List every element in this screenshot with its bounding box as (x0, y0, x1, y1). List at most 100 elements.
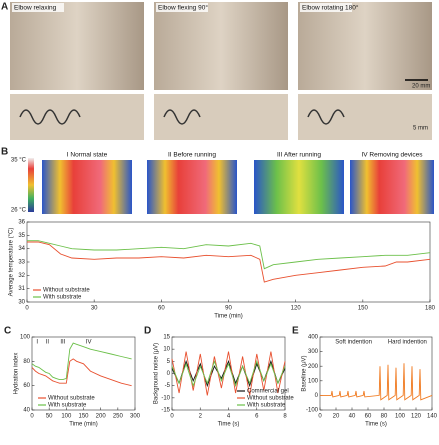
y-tick-label: 36 (18, 220, 25, 226)
panel-label: B (1, 147, 8, 158)
x-tick-label: 4 (227, 414, 231, 420)
x-tick-label: 150 (78, 414, 89, 420)
annotation: IV (86, 340, 92, 346)
legend-label: Without substrate (247, 396, 294, 402)
y-tick-label: 33 (18, 260, 25, 266)
y-tick-label: 400 (308, 335, 319, 341)
y-tick-label: 300 (308, 349, 319, 355)
y-tick-label: 80 (23, 359, 30, 365)
x-axis-label: Time (s) (365, 422, 387, 428)
y-tick-label: 200 (308, 364, 319, 370)
series-line (27, 241, 431, 283)
annotation: III (60, 340, 65, 346)
thermal-image (254, 160, 344, 214)
series-line (171, 359, 286, 388)
x-tick-label: 90 (225, 306, 232, 312)
y-tick-label: 40 (23, 408, 30, 414)
photo-label: Elbow relaxing (14, 5, 57, 12)
colorbar-label: 26 °C (11, 208, 27, 214)
x-axis-label: Time (s) (218, 422, 240, 428)
y-axis-label: Baseline (μV) (302, 355, 308, 391)
image-label: IV Removing devices (361, 152, 423, 159)
thermal-image (42, 160, 132, 214)
y-tick-label: 34 (18, 246, 25, 252)
photo-zoom (10, 94, 144, 140)
x-tick-label: 6 (255, 414, 259, 420)
photo-panel (10, 2, 434, 214)
x-tick-label: 100 (61, 414, 72, 420)
x-tick-label: 120 (291, 306, 302, 312)
photo-label: Elbow flexing 90° (158, 4, 208, 12)
y-tick-label: -100 (306, 408, 319, 414)
series-line (320, 363, 433, 401)
legend-label: With substrate (247, 403, 286, 409)
photo (298, 2, 432, 90)
scale-label: 5 mm (413, 126, 428, 132)
photo-zoom (298, 94, 432, 140)
y-tick-label: 10 (163, 347, 170, 353)
colorbar (28, 158, 34, 212)
thermal-image (350, 160, 434, 214)
y-tick-label: 15 (163, 335, 170, 341)
x-tick-label: 0 (318, 414, 322, 420)
y-tick-label: 60 (23, 383, 30, 389)
photo-zoom (154, 94, 288, 140)
y-tick-label: 5 (167, 359, 171, 365)
legend-label: Without substrate (43, 288, 90, 294)
x-tick-label: 0 (170, 414, 174, 420)
x-tick-label: 300 (130, 414, 141, 420)
y-tick-label: 32 (18, 273, 25, 279)
legend-label: Without substrate (48, 396, 95, 402)
y-tick-label: -15 (161, 408, 170, 414)
panel-label: C (4, 326, 11, 337)
y-tick-label: 100 (308, 378, 319, 384)
x-tick-label: 20 (333, 414, 340, 420)
x-tick-label: 30 (91, 306, 98, 312)
thermal-image (147, 160, 237, 214)
image-label: I Normal state (67, 152, 108, 159)
y-tick-label: 30 (18, 300, 25, 306)
x-tick-label: 60 (365, 414, 372, 420)
x-axis-label: Time (min) (69, 422, 97, 428)
x-tick-label: 80 (381, 414, 388, 420)
x-tick-label: 2 (199, 414, 203, 420)
x-tick-label: 200 (96, 414, 107, 420)
x-axis-label: Time (min) (214, 314, 242, 320)
legend-label: With substrate (43, 295, 82, 301)
annotation: II (46, 340, 50, 346)
legend-label: With substrate (48, 403, 87, 409)
series-line (27, 240, 431, 270)
x-tick-label: 150 (358, 306, 369, 312)
x-tick-label: 0 (25, 306, 29, 312)
y-tick-label: 31 (18, 286, 25, 292)
x-tick-label: 50 (46, 414, 53, 420)
annotation: Soft indention (335, 340, 372, 346)
y-axis-label: Average temperature (°C) (9, 228, 15, 297)
serpentine (19, 109, 345, 125)
y-tick-label: -5 (165, 383, 171, 389)
legend-label: Commercial gel (247, 389, 289, 395)
y-axis-label: Hydration index (14, 353, 20, 395)
y-tick-label: 35 (18, 233, 25, 239)
y-tick-label: 0 (167, 371, 171, 377)
x-tick-label: 0 (30, 414, 34, 420)
panel-label: D (144, 326, 151, 337)
x-tick-label: 140 (427, 414, 438, 420)
series-line (31, 358, 132, 387)
x-tick-label: 60 (158, 306, 165, 312)
plot-frame (319, 336, 433, 411)
x-tick-label: 250 (113, 414, 124, 420)
annotation: Hard indention (388, 340, 427, 346)
panel-label: E (292, 326, 299, 337)
colorbar-label: 35 °C (11, 158, 27, 164)
x-tick-label: 100 (395, 414, 406, 420)
scale-label: 20 mm (412, 84, 430, 90)
label-bg (156, 3, 208, 12)
x-tick-label: 40 (349, 414, 356, 420)
panel-label: A (1, 2, 8, 13)
photo-label: Elbow rotating 180° (302, 4, 359, 12)
y-tick-label: 0 (315, 393, 319, 399)
label-bg (300, 3, 352, 12)
